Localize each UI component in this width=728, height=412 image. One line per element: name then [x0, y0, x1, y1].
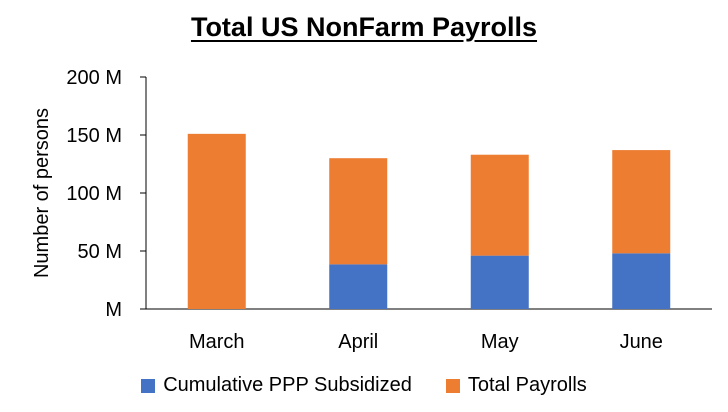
chart-plot: M 50 M 100 M 150 M 200 M Number of persons Mar…	[31, 67, 712, 353]
y-tick-label: 200 M	[66, 67, 122, 89]
legend-item-total: Total Payrolls	[445, 374, 587, 397]
legend-label-total: Total Payrolls	[467, 374, 587, 396]
legend-swatch-total	[445, 378, 460, 393]
bar-total-march	[187, 133, 246, 309]
x-tick-label: June	[620, 331, 663, 353]
chart-title: Total US NonFarm Payrolls	[190, 12, 538, 42]
bar-ppp-june	[612, 253, 671, 309]
y-tick-label: M	[105, 299, 122, 321]
legend-label-ppp: Cumulative PPP Subsidized	[163, 374, 412, 396]
bar-total-june	[612, 150, 671, 254]
bar-ppp-april	[329, 264, 388, 309]
bar-ppp-may	[470, 255, 529, 309]
y-tick-label: 150 M	[66, 125, 122, 147]
x-tick-label: March	[189, 331, 245, 353]
bar-total-may	[470, 154, 529, 256]
y-tick-label: 50 M	[78, 241, 122, 263]
x-tick-label: May	[481, 331, 519, 353]
y-axis-label: Number of persons	[31, 108, 53, 278]
chart-legend: Cumulative PPP Subsidized Total Payrolls	[0, 374, 728, 397]
bar-total-april	[329, 158, 388, 265]
y-tick-label: 100 M	[66, 183, 122, 205]
legend-item-ppp: Cumulative PPP Subsidized	[141, 374, 412, 397]
x-tick-label: April	[338, 331, 378, 353]
legend-swatch-ppp	[141, 378, 156, 393]
